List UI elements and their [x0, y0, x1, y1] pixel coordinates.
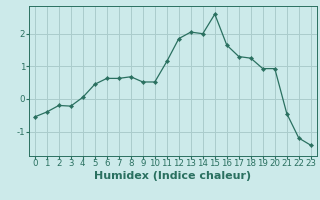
X-axis label: Humidex (Indice chaleur): Humidex (Indice chaleur): [94, 171, 252, 181]
